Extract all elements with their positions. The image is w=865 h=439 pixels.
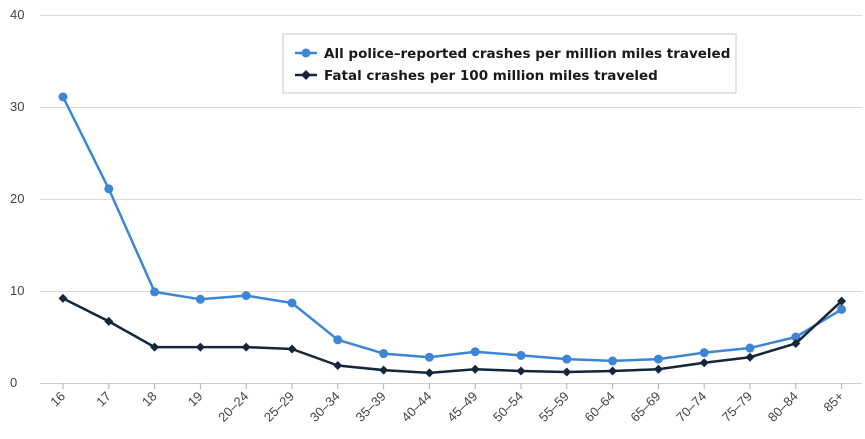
series-1-point[interactable] bbox=[424, 352, 434, 362]
series-1-point[interactable] bbox=[333, 335, 343, 345]
y-axis-labels: 0 10 20 30 40 bbox=[10, 7, 24, 390]
x-tick-label: 16 bbox=[47, 389, 68, 410]
series-1-point[interactable] bbox=[837, 304, 847, 314]
x-tick-label: 17 bbox=[93, 389, 114, 410]
series-1-point[interactable] bbox=[745, 343, 755, 353]
x-tick-label: 85+ bbox=[821, 389, 847, 415]
legend-label-series-2[interactable]: Fatal crashes per 100 million miles trav… bbox=[324, 68, 658, 84]
x-tick-label: 20–24 bbox=[215, 389, 251, 425]
y-tick-label: 10 bbox=[10, 283, 24, 298]
series-2-point[interactable] bbox=[470, 364, 480, 374]
series-1-point[interactable] bbox=[470, 347, 480, 357]
series-2-point[interactable] bbox=[837, 296, 847, 306]
series-2-point[interactable] bbox=[241, 342, 251, 352]
series-1 bbox=[58, 92, 847, 366]
series-1-point[interactable] bbox=[58, 92, 68, 102]
series-1-point[interactable] bbox=[608, 356, 618, 366]
series-2-point[interactable] bbox=[791, 338, 801, 348]
series-1-point[interactable] bbox=[791, 332, 801, 342]
series-2-point[interactable] bbox=[58, 293, 68, 303]
x-tick-label: 45–49 bbox=[444, 389, 480, 425]
x-tick-label: 30–34 bbox=[307, 389, 343, 425]
x-tick-label: 18 bbox=[139, 389, 160, 410]
series-2-point[interactable] bbox=[195, 342, 205, 352]
legend-marker-series-1 bbox=[301, 48, 311, 58]
x-tick-label: 19 bbox=[185, 389, 206, 410]
grid-lines bbox=[40, 15, 862, 292]
series-2-point[interactable] bbox=[745, 352, 755, 362]
series-2-point[interactable] bbox=[104, 316, 114, 326]
series-1-point[interactable] bbox=[150, 287, 160, 297]
legend-marker-series-2 bbox=[301, 70, 311, 80]
series-2-point[interactable] bbox=[379, 365, 389, 375]
series-2-line bbox=[61, 297, 843, 375]
series-1-point[interactable] bbox=[195, 294, 205, 304]
series-2-point[interactable] bbox=[608, 366, 618, 376]
series-2-point[interactable] bbox=[333, 361, 343, 371]
series-1-line bbox=[61, 95, 843, 363]
series-1-point[interactable] bbox=[562, 354, 572, 364]
series-1-point[interactable] bbox=[287, 298, 297, 308]
series-group bbox=[58, 92, 847, 378]
series-1-point[interactable] bbox=[516, 350, 526, 360]
series-1-point[interactable] bbox=[653, 354, 663, 364]
series-2-point[interactable] bbox=[424, 368, 434, 378]
series-2-point[interactable] bbox=[150, 342, 160, 352]
y-tick-label: 20 bbox=[10, 191, 24, 206]
y-tick-label: 40 bbox=[10, 7, 24, 22]
legend-box bbox=[282, 33, 737, 94]
series-1-point[interactable] bbox=[699, 348, 709, 358]
x-tick-label: 60–64 bbox=[582, 389, 618, 425]
x-tick-label: 40–44 bbox=[398, 389, 434, 425]
x-tick-label: 70–74 bbox=[673, 389, 709, 425]
legend[interactable]: All police–reported crashes per million … bbox=[282, 33, 737, 94]
series-1-point[interactable] bbox=[104, 184, 114, 194]
x-tick-label: 75–79 bbox=[719, 389, 755, 425]
series-2 bbox=[58, 293, 847, 378]
series-2-point[interactable] bbox=[516, 366, 526, 376]
y-tick-label: 0 bbox=[10, 375, 17, 390]
y-tick-label: 30 bbox=[10, 99, 24, 114]
x-tick-label: 50–54 bbox=[490, 389, 526, 425]
legend-label-series-1[interactable]: All police–reported crashes per million … bbox=[324, 46, 730, 62]
x-tick-label: 80–84 bbox=[765, 389, 801, 425]
series-1-point[interactable] bbox=[379, 349, 389, 359]
series-2-point[interactable] bbox=[562, 367, 572, 377]
x-tick-label: 65–69 bbox=[627, 389, 663, 425]
series-1-point[interactable] bbox=[241, 291, 251, 301]
series-2-point[interactable] bbox=[699, 358, 709, 368]
series-2-point[interactable] bbox=[287, 344, 297, 354]
x-tick-label: 35–39 bbox=[353, 389, 389, 425]
series-2-point[interactable] bbox=[653, 364, 663, 374]
x-tick-label: 25–29 bbox=[261, 389, 297, 425]
x-tick-label: 55–59 bbox=[536, 389, 572, 425]
x-axis: 16 17 18 19 20–24 25–29 30–34 35–39 40–44 45–49 50… bbox=[40, 383, 862, 425]
